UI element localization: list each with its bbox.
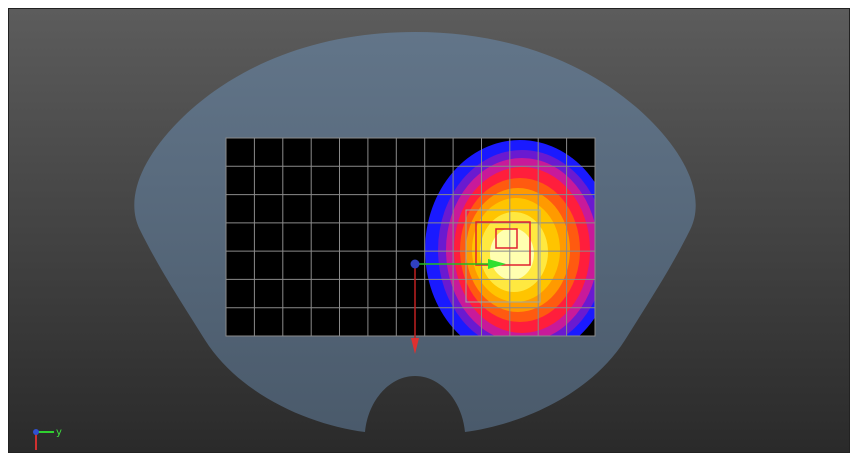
triad-label: y [56, 427, 62, 438]
grid-lines [225, 137, 596, 337]
axis-triad: y [33, 427, 62, 450]
y-arrow-head [488, 259, 506, 269]
target-box [475, 221, 531, 266]
structure-outline [465, 209, 541, 303]
dose-heatmap [425, 140, 595, 336]
target-core-box [495, 228, 518, 249]
triad-origin [33, 429, 39, 435]
x-arrow-head [411, 338, 419, 354]
isocenter [410, 259, 420, 269]
